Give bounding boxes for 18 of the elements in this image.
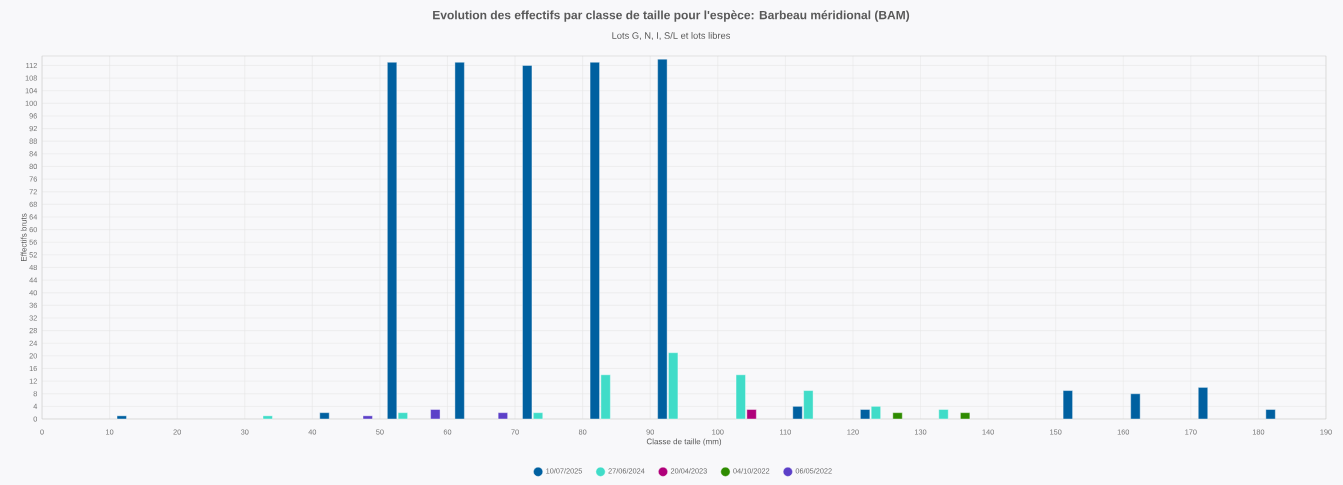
bar — [892, 412, 903, 420]
bar — [430, 409, 441, 420]
bar — [454, 62, 465, 420]
bar — [1198, 387, 1208, 420]
bar — [938, 409, 949, 420]
bar — [1130, 393, 1141, 420]
chart-title: Evolution des effectifs par classe de taille pour l'espèce: Barbeau méridional (BAM) — [433, 10, 910, 22]
x-axis-title: Classe de taille (mm) — [646, 438, 722, 446]
bar — [1062, 390, 1073, 420]
bar — [262, 415, 273, 420]
bar — [497, 412, 508, 420]
y-axis-title: Effectifs bruts — [20, 213, 27, 261]
bar — [116, 415, 127, 420]
bar — [362, 415, 373, 420]
bar — [319, 412, 330, 420]
chart-subtitle: Lots G, N, I, S/L et lots libres — [612, 32, 731, 40]
bar — [1265, 409, 1276, 420]
bar — [960, 412, 971, 420]
